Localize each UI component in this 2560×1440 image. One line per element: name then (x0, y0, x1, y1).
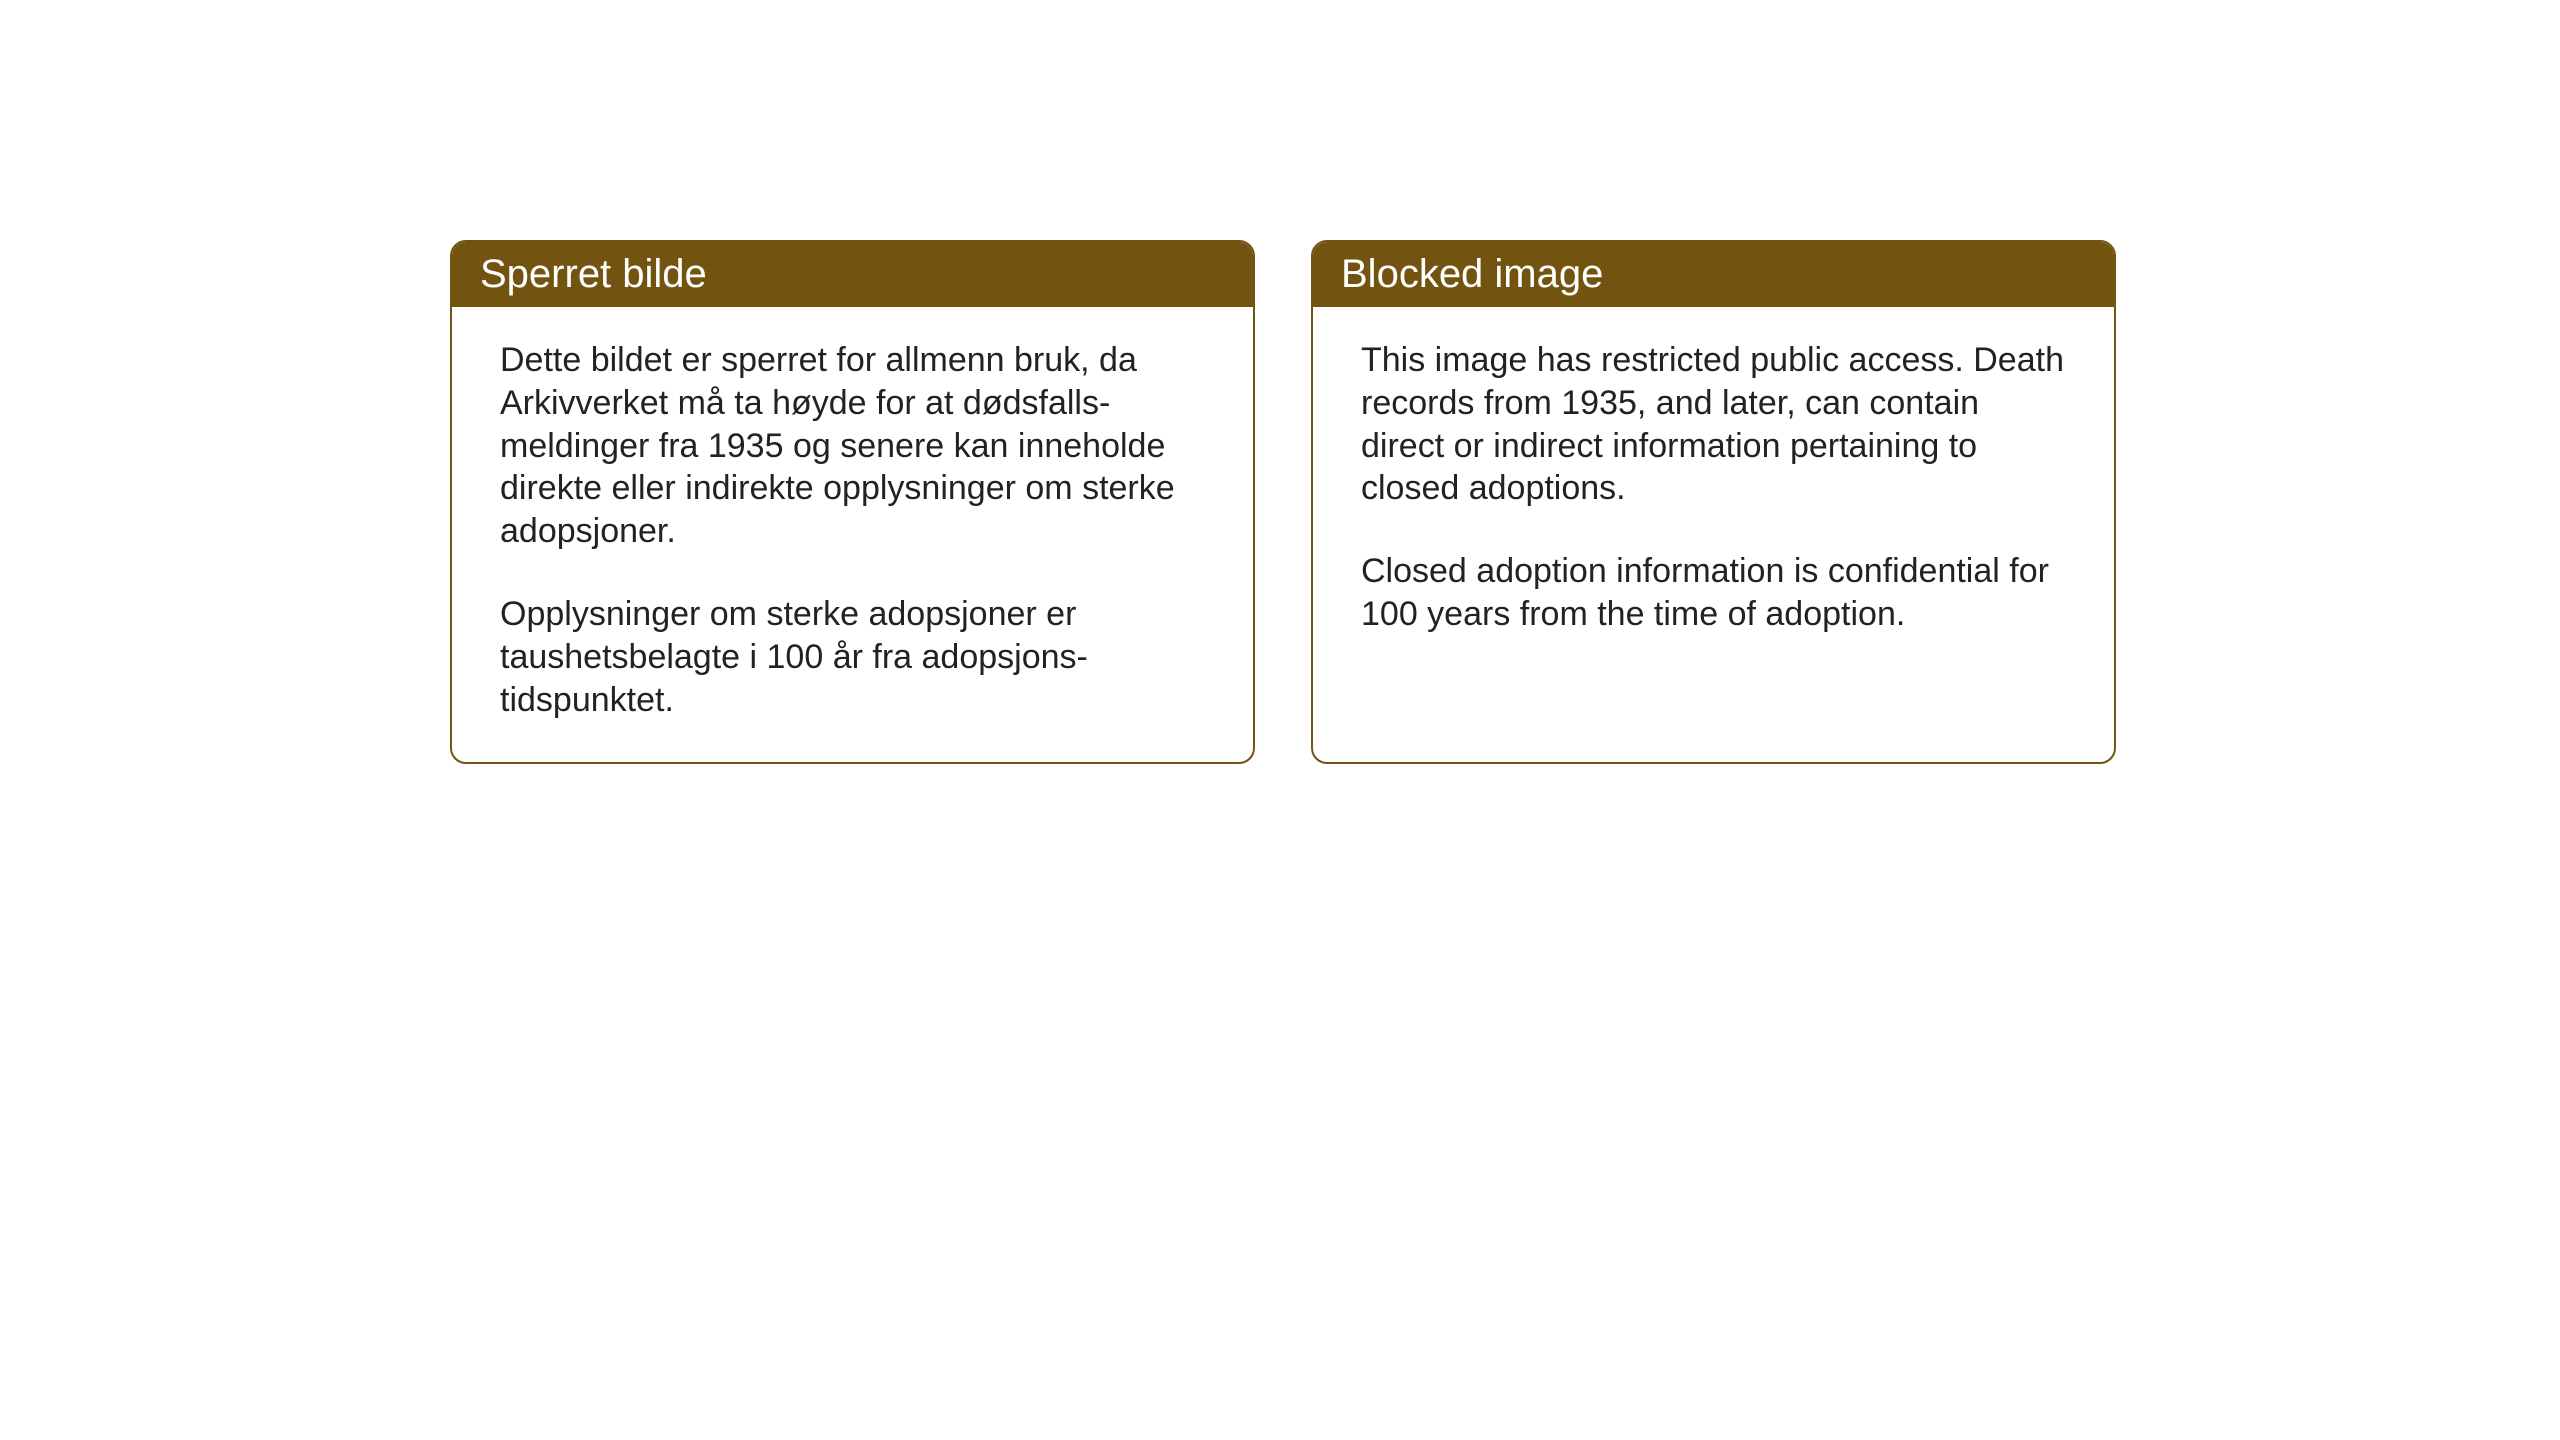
card-paragraph: Dette bildet er sperret for allmenn bruk… (500, 339, 1205, 553)
card-paragraph: Opplysninger om sterke adopsjoner er tau… (500, 593, 1205, 721)
notice-cards-container: Sperret bilde Dette bildet er sperret fo… (450, 240, 2560, 764)
card-title: Blocked image (1341, 252, 1603, 296)
card-header: Sperret bilde (452, 242, 1253, 307)
card-title: Sperret bilde (480, 252, 707, 296)
notice-card-norwegian: Sperret bilde Dette bildet er sperret fo… (450, 240, 1255, 764)
notice-card-english: Blocked image This image has restricted … (1311, 240, 2116, 764)
card-body: This image has restricted public access.… (1313, 307, 2114, 752)
card-header: Blocked image (1313, 242, 2114, 307)
card-paragraph: This image has restricted public access.… (1361, 339, 2066, 510)
card-body: Dette bildet er sperret for allmenn bruk… (452, 307, 1253, 762)
card-paragraph: Closed adoption information is confident… (1361, 550, 2066, 636)
